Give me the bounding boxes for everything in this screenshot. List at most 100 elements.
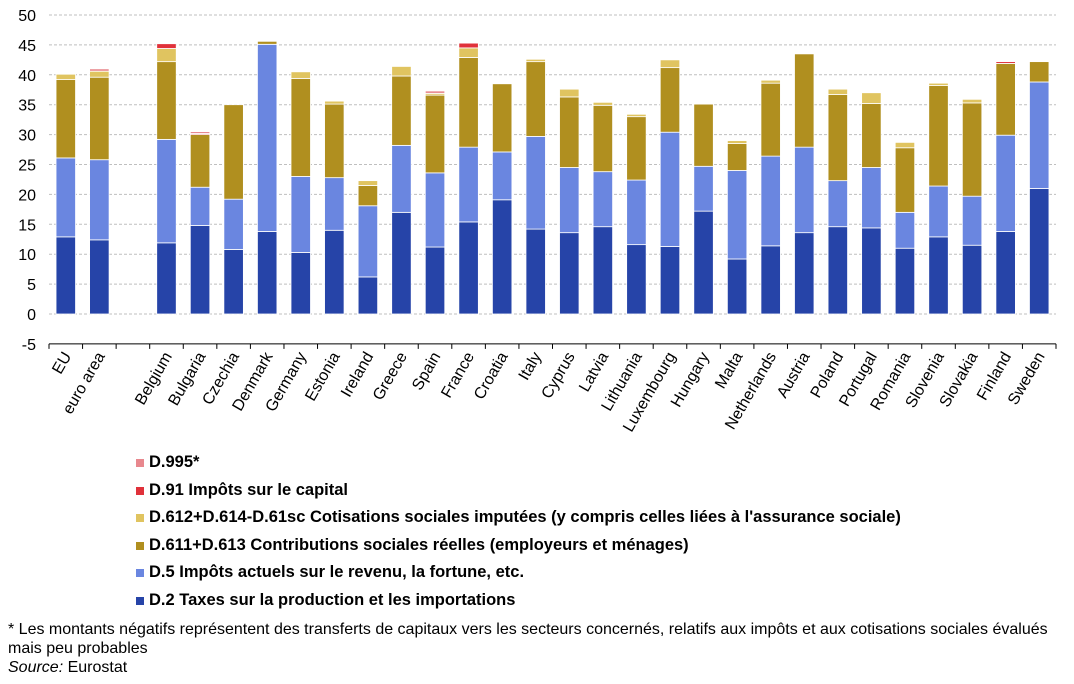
source-line: Source: Eurostat: [8, 659, 127, 677]
bar-segment: [290, 77, 311, 177]
bar-segment: [693, 210, 714, 315]
bar-segment: [961, 102, 983, 197]
bar-segment: [995, 231, 1016, 315]
x-tick-label: EU: [49, 349, 75, 377]
bar-segment: [89, 239, 110, 315]
bar-segment: [55, 73, 76, 80]
footnote: * Les montants négatifs représentent des…: [8, 621, 1048, 657]
bar-segment: [760, 79, 781, 84]
bar-segment: [391, 75, 412, 146]
bar-segment: [592, 101, 613, 106]
y-tick-label: -5: [22, 337, 36, 354]
bar-segment: [223, 249, 244, 315]
bar-segment: [928, 236, 949, 315]
bar-segment: [794, 53, 815, 148]
legend-swatch: [136, 596, 144, 605]
legend-label: D.612+D.614-D.61sc Cotisations sociales …: [149, 508, 901, 527]
legend-swatch: [136, 541, 144, 550]
bar-segment: [357, 205, 379, 278]
bar-segment: [794, 146, 815, 234]
bar-segment: [794, 232, 815, 315]
bar-segment: [760, 245, 781, 315]
bar-segment: [827, 226, 848, 315]
bar-segment: [961, 195, 983, 246]
y-axis-tick-labels: -5 0 5 10 15 20 25 30 35 40 45 50: [18, 8, 36, 354]
bar-segment: [1029, 81, 1050, 189]
bar-segment: [491, 151, 513, 201]
bar-segment: [861, 92, 882, 104]
source-value: Eurostat: [63, 659, 128, 676]
bar-segment: [928, 85, 949, 187]
bar-segment: [592, 104, 613, 173]
bar-segment: [827, 180, 848, 228]
x-tick-label: Croatia: [471, 349, 512, 402]
x-tick-label: Latvia: [576, 349, 612, 395]
bar-segment: [525, 228, 546, 315]
y-tick-label: 30: [18, 128, 36, 145]
bar-segment: [592, 171, 613, 228]
bar-segment: [89, 70, 110, 78]
bar-segment: [89, 68, 110, 72]
bar-segment: [189, 225, 211, 315]
bar-segment: [156, 242, 177, 315]
bar-segment: [357, 276, 379, 315]
bar-segment: [559, 167, 580, 234]
bar-segment: [424, 246, 446, 315]
bar-segment: [89, 159, 110, 241]
x-tick-label: Spain: [409, 349, 444, 393]
bar-segment: [458, 47, 479, 58]
bar-segment: [726, 258, 748, 315]
bar-segment: [592, 226, 613, 315]
bar-segment: [827, 94, 848, 182]
y-tick-label: 15: [18, 217, 36, 234]
bar-segment: [626, 179, 647, 246]
x-tick-label: Malta: [712, 349, 746, 391]
bar-segment: [424, 90, 446, 94]
bar-segment: [55, 79, 76, 159]
bar-segment: [693, 103, 714, 167]
legend-swatch: [136, 459, 144, 468]
bar-segment: [189, 131, 211, 134]
bar-segment: [693, 165, 714, 212]
bar-segment: [559, 232, 580, 315]
bar-segment: [458, 42, 479, 49]
bar-segment: [324, 103, 345, 179]
bar-segment: [391, 211, 412, 315]
bar-segment: [995, 61, 1016, 64]
bar-segment: [659, 131, 681, 247]
y-tick-label: 40: [18, 68, 36, 85]
bar-segment: [257, 40, 278, 45]
bar-segment: [290, 176, 311, 253]
bar-segment: [424, 172, 446, 248]
bar-segment: [559, 96, 580, 168]
bar-segment: [55, 236, 76, 315]
legend-item: D.612+D.614-D.61sc Cotisations sociales …: [136, 504, 901, 532]
bar-segment: [894, 247, 916, 315]
source-label: Source:: [8, 659, 64, 676]
bar-segment: [156, 48, 177, 63]
y-tick-label: 0: [27, 307, 36, 324]
y-tick-label: 50: [18, 8, 36, 25]
bar-segment: [659, 59, 681, 69]
legend-swatch: [136, 514, 144, 523]
legend-swatch: [136, 569, 144, 578]
bar-segment: [458, 221, 479, 315]
bar-segment: [961, 244, 983, 315]
bar-segment: [156, 138, 177, 244]
bar-segment: [290, 71, 311, 79]
bar-segment: [760, 155, 781, 247]
bar-segment: [726, 170, 748, 260]
y-tick-label: 20: [18, 187, 36, 204]
bar-segment: [995, 63, 1016, 136]
bar-segment: [491, 83, 513, 153]
bar-segment: [458, 146, 479, 223]
legend-label: D.995*: [149, 453, 200, 472]
bar-segment: [424, 94, 446, 174]
y-tick-label: 10: [18, 247, 36, 264]
bar-segment: [659, 67, 681, 133]
bar-segment: [861, 167, 882, 229]
x-tick-label: Cyprus: [539, 349, 579, 401]
bar-segment: [391, 66, 412, 77]
